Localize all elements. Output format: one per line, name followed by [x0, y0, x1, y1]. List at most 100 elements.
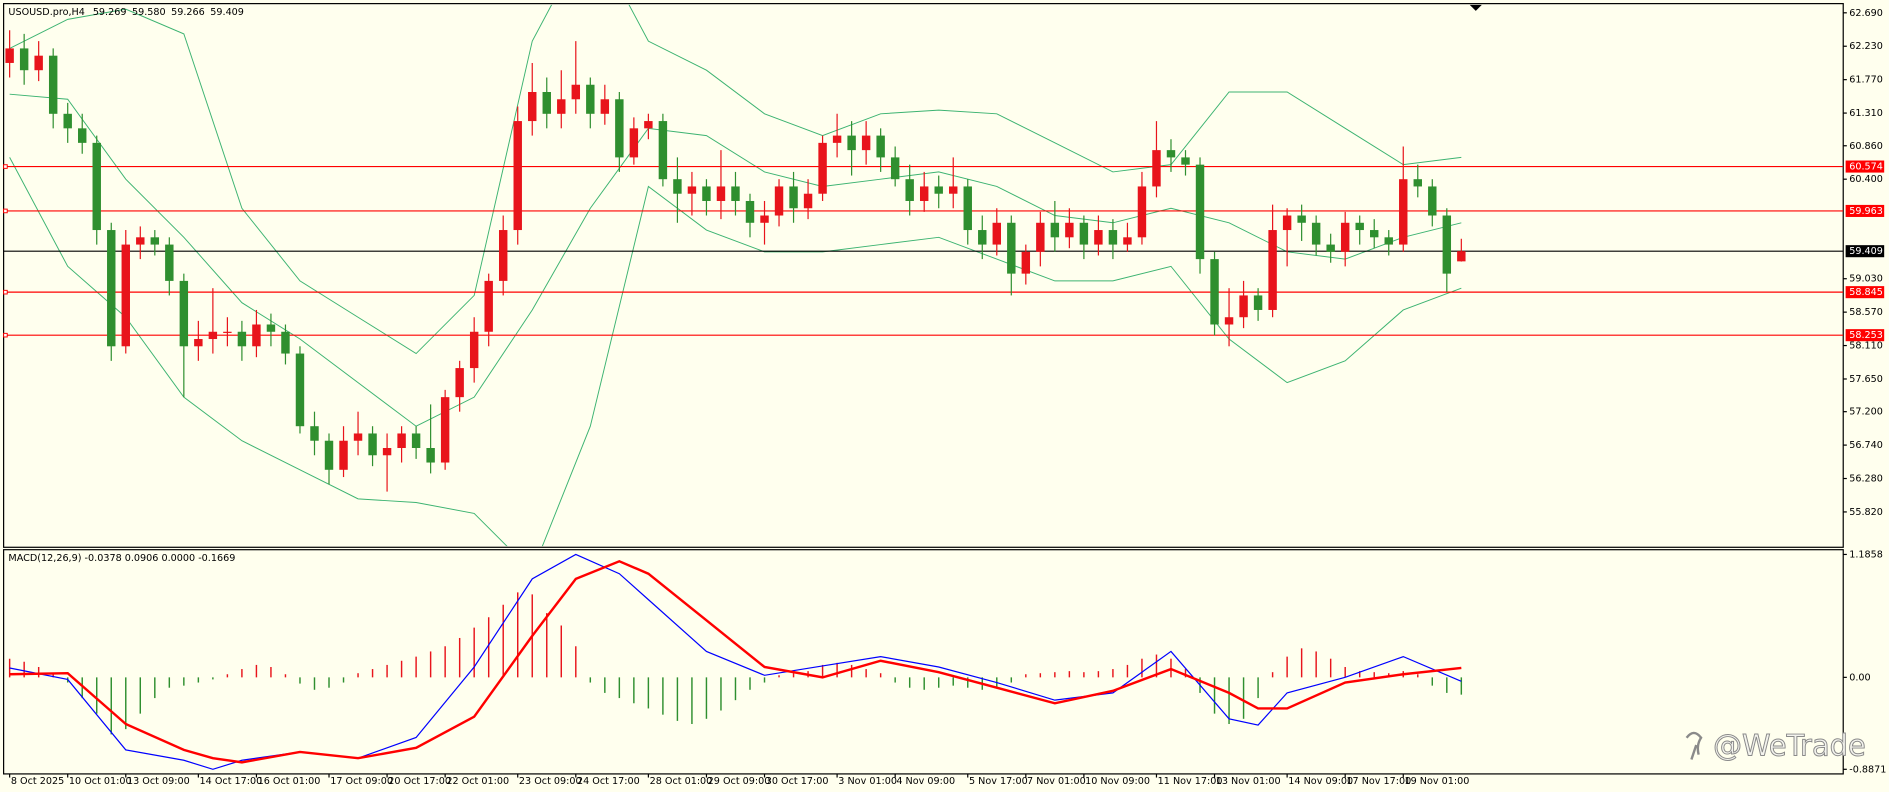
x-tick-label: 11 Nov 17:00: [1158, 776, 1223, 787]
level-handle: [3, 332, 8, 338]
candle-body: [1021, 251, 1031, 274]
y-tick-label: 55.820: [1849, 507, 1883, 518]
candle-body: [48, 55, 58, 114]
candle-body: [745, 200, 755, 223]
macd-panel-frame: [3, 549, 1844, 775]
candle-body: [194, 339, 203, 347]
y-tick-label: 56.280: [1849, 474, 1883, 485]
signal-line: [9, 559, 1462, 764]
candle-body: [295, 353, 305, 427]
candle-body: [1065, 222, 1074, 238]
candle-body: [919, 186, 929, 201]
candle-body: [1442, 215, 1452, 274]
candle-body: [92, 142, 101, 231]
x-tick-label: 16 Oct 01:00: [258, 776, 321, 787]
candle-body: [1137, 186, 1147, 238]
header-close: 59.409: [210, 7, 244, 18]
candle-body: [237, 331, 247, 347]
candle-body: [615, 99, 624, 158]
y-tick-label: 57.200: [1849, 407, 1883, 418]
y-tick-label: 58.570: [1849, 307, 1883, 318]
candle-body: [1108, 230, 1118, 245]
axes: 62.690 62.230 61.770 61.310 60.860 60.400 59.0…: [3, 8, 1886, 787]
price-label-bg: [1845, 245, 1885, 258]
level-label-bg: [1845, 329, 1885, 342]
candle-body: [949, 186, 958, 194]
x-tick-label: 3 Nov 01:00: [838, 776, 897, 787]
candle-body: [1079, 222, 1089, 245]
chart-shift-marker: [1469, 4, 1482, 11]
y-tick-label: 60.860: [1849, 141, 1883, 152]
x-tick-label: 5 Nov 17:00: [969, 776, 1028, 787]
candle-body: [803, 193, 813, 209]
main-header: USOUSD.pro,H4 59.269 59.580 59.266 59.40…: [8, 7, 244, 18]
candle-body: [1123, 237, 1132, 245]
candle-body: [281, 331, 290, 354]
candle-body: [5, 48, 14, 63]
candle-body: [1413, 179, 1422, 187]
candle-body: [208, 331, 218, 340]
candle-body: [1007, 222, 1016, 274]
candle-body: [1384, 237, 1393, 245]
candle-body: [513, 121, 522, 231]
x-tick-label: 10 Nov 09:00: [1085, 776, 1150, 787]
candle-body: [223, 331, 232, 333]
candle-body: [571, 84, 581, 100]
level-label: 60.574: [1849, 162, 1883, 173]
candle-body: [1036, 222, 1045, 252]
header-high: 59.580: [132, 7, 166, 18]
x-tick-label: 23 Oct 09:00: [519, 776, 582, 787]
x-tick-label: 10 Oct 01:00: [69, 776, 132, 787]
y-tick-label: 58.110: [1849, 341, 1883, 352]
candle-body: [774, 186, 784, 216]
macd-header: MACD(12,26,9) -0.0378 0.0906 0.0000 -0.1…: [8, 553, 235, 564]
candle-body: [252, 324, 261, 347]
candle-body: [1152, 150, 1161, 187]
x-tick-label: 17 Nov 17:00: [1346, 776, 1411, 787]
y-tick-label: 61.770: [1849, 75, 1883, 86]
x-tick-label: 14 Oct 17:00: [200, 776, 263, 787]
candle-body: [1311, 222, 1321, 245]
candle-body: [789, 186, 798, 209]
watermark-logo: [1685, 731, 1703, 760]
candle-body: [702, 186, 711, 201]
candle-body: [1355, 222, 1364, 231]
bollinger-lower: [9, 157, 1462, 547]
symbol-title: USOUSD.pro,H4: [8, 7, 85, 18]
candle-body: [658, 121, 668, 180]
candle-body: [310, 426, 319, 441]
level-label-bg: [1845, 286, 1885, 299]
candle-body: [63, 113, 72, 129]
level-label: 58.845: [1849, 287, 1883, 298]
candle-body: [1326, 244, 1335, 252]
candle-body: [484, 280, 493, 332]
candle-body: [1195, 164, 1205, 260]
candle-body: [498, 230, 508, 281]
candle-body: [716, 186, 726, 201]
candle-body: [687, 186, 697, 194]
candle-body: [266, 324, 276, 332]
candle-body: [542, 92, 551, 114]
x-tick-label: 8 Oct 2025: [11, 776, 64, 787]
candle-body: [150, 237, 160, 245]
bollinger-upper: [9, 4, 1462, 355]
candle-body: [107, 230, 116, 347]
candle-body: [78, 128, 87, 143]
y-tick-label: 0.00: [1849, 672, 1870, 683]
candle-body: [411, 433, 421, 449]
x-tick-label: 7 Nov 01:00: [1027, 776, 1086, 787]
candle-body: [34, 55, 43, 71]
level-handle: [3, 289, 8, 295]
candle-body: [1210, 259, 1219, 325]
level-label-bg: [1845, 160, 1885, 173]
main-plot: [3, 4, 1844, 547]
candle-body: [1268, 230, 1277, 310]
x-tick-label: 19 Nov 01:00: [1404, 776, 1469, 787]
x-tick-label: 17 Oct 09:00: [330, 776, 393, 787]
macd-plot: [8, 553, 1463, 770]
header-low: 59.266: [171, 7, 205, 18]
candle-body: [440, 397, 450, 463]
